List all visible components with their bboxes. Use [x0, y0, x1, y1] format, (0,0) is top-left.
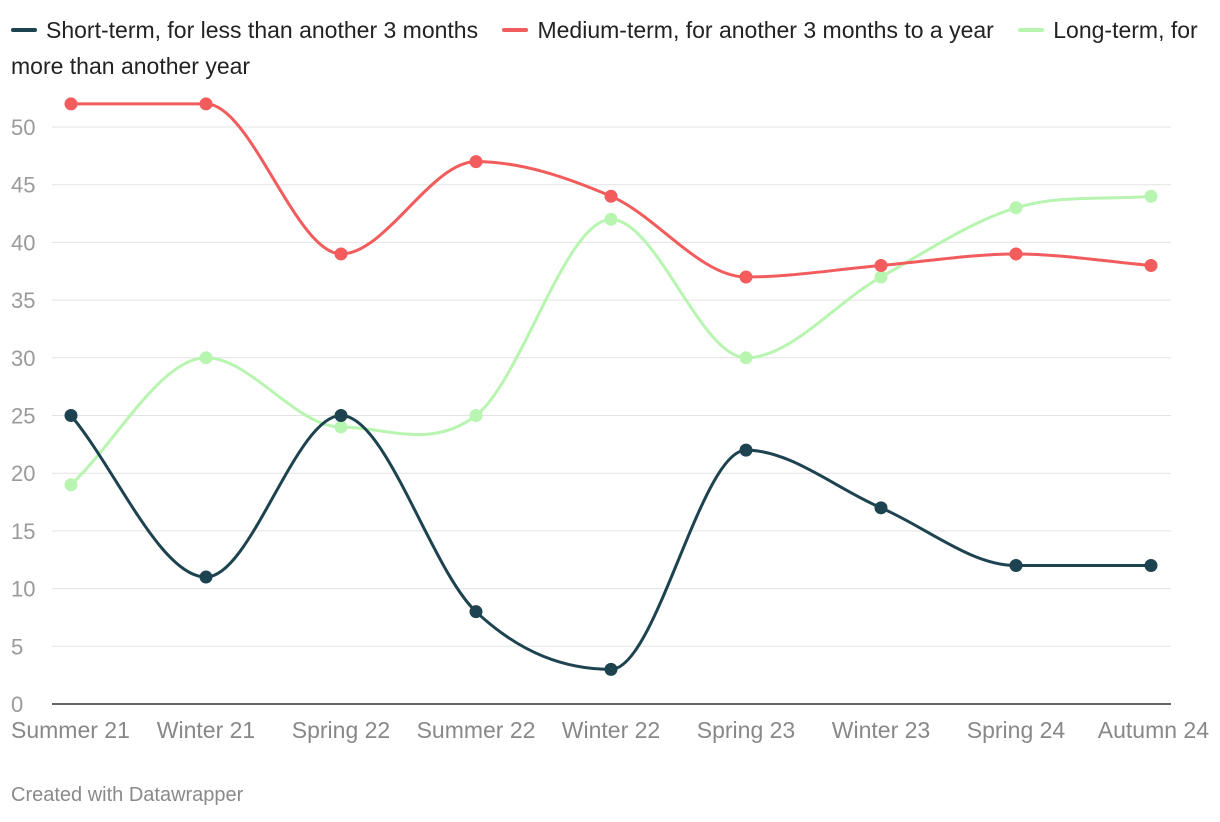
- data-point-long-term: [1009, 201, 1023, 215]
- y-tick-label: 0: [11, 692, 23, 717]
- data-point-medium-term: [739, 270, 753, 284]
- data-point-short-term: [64, 409, 78, 422]
- x-tick-label: Spring 22: [292, 717, 390, 743]
- data-point-medium-term: [334, 247, 348, 261]
- x-tick-label: Summer 22: [417, 717, 536, 743]
- data-point-short-term: [1144, 559, 1158, 573]
- series-line-long-term: [69, 194, 1153, 487]
- legend-item-medium-term: Medium-term, for another 3 months to a y…: [502, 17, 1011, 43]
- footer-credit: Created with Datawrapper: [11, 784, 244, 806]
- series-lines: [69, 102, 1153, 671]
- legend-label: Medium-term, for another 3 months to a y…: [537, 17, 994, 43]
- data-point-medium-term: [1144, 258, 1158, 272]
- x-axis: Summer 21 Winter 21 Spring 22 Summer 22 Wint…: [11, 717, 1209, 743]
- legend-label: Short-term, for less than another 3 mont…: [46, 17, 479, 43]
- y-tick-label: 5: [11, 634, 23, 659]
- y-tick-label: 45: [11, 173, 35, 198]
- data-point-medium-term: [604, 189, 618, 203]
- data-point-short-term: [334, 409, 348, 422]
- data-point-long-term: [1144, 189, 1158, 203]
- y-tick-label: 50: [11, 115, 35, 140]
- data-point-short-term: [199, 570, 213, 584]
- data-point-long-term: [334, 420, 348, 434]
- y-tick-label: 15: [11, 519, 35, 544]
- y-tick-label: 40: [11, 230, 35, 255]
- legend-swatch-medium-term: [502, 27, 529, 32]
- data-point-short-term: [1009, 559, 1023, 573]
- data-point-short-term: [469, 605, 483, 619]
- x-tick-label: Summer 21: [11, 717, 130, 743]
- data-point-medium-term: [469, 155, 483, 169]
- data-point-short-term: [874, 501, 888, 515]
- y-tick-label: 25: [11, 404, 35, 429]
- legend-swatch-long-term: [1018, 27, 1045, 32]
- series-points: [64, 97, 1158, 676]
- chart-legend: Short-term, for less than another 3 mont…: [11, 12, 1216, 84]
- x-tick-label: Winter 21: [157, 717, 255, 743]
- y-axis: 0 5 10 15 20 25 30 35 40 45 50: [11, 115, 35, 717]
- data-point-long-term: [739, 351, 753, 365]
- y-tick-label: 35: [11, 288, 35, 313]
- data-point-medium-term: [1009, 247, 1023, 261]
- y-tick-label: 10: [11, 577, 35, 602]
- x-tick-label: Spring 23: [697, 717, 795, 743]
- series-line-medium-term: [69, 102, 1153, 279]
- legend-swatch-short-term: [11, 27, 37, 32]
- data-point-short-term: [739, 443, 753, 457]
- legend-item-short-term: Short-term, for less than another 3 mont…: [11, 17, 496, 43]
- y-tick-label: 20: [11, 461, 35, 486]
- y-tick-label: 30: [11, 346, 35, 371]
- data-point-medium-term: [199, 97, 213, 111]
- x-tick-label: Winter 23: [832, 717, 930, 743]
- data-point-medium-term: [64, 97, 78, 111]
- series-line-short-term: [69, 414, 1153, 671]
- data-point-long-term: [604, 212, 618, 226]
- data-point-long-term: [199, 351, 213, 365]
- x-tick-label: Spring 24: [967, 717, 1066, 743]
- legend-item-long-term: Long-term, for more than another year: [11, 17, 1198, 79]
- data-point-medium-term: [874, 258, 888, 272]
- data-point-long-term: [469, 409, 483, 422]
- legend-label: Long-term, for more than another year: [11, 17, 1198, 79]
- data-point-long-term: [64, 478, 78, 492]
- data-point-short-term: [604, 662, 618, 676]
- x-tick-label: Autumn 24: [1098, 717, 1209, 743]
- data-point-long-term: [874, 270, 888, 284]
- x-tick-label: Winter 22: [562, 717, 660, 743]
